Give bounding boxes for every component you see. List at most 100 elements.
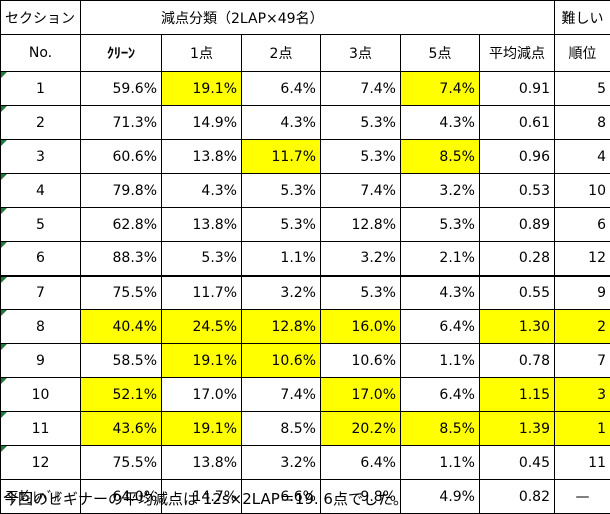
p5-cell: 4.3% bbox=[401, 106, 480, 140]
rank-cell: 6 bbox=[555, 208, 610, 242]
p2-cell: 6.4% bbox=[242, 72, 321, 106]
p3-cell: 6.4% bbox=[321, 446, 401, 480]
table-row: 8 40.4% 24.5% 12.8% 16.0% 6.4% 1.30 2 bbox=[1, 310, 610, 344]
p1-cell: 19.1% bbox=[162, 72, 242, 106]
p1-cell: 13.8% bbox=[162, 446, 242, 480]
rank-cell: 8 bbox=[555, 106, 610, 140]
rank-cell: 5 bbox=[555, 72, 610, 106]
p5-cell: 8.5% bbox=[401, 140, 480, 174]
p5-cell: 1.1% bbox=[401, 344, 480, 378]
p3-cell: 7.4% bbox=[321, 174, 401, 208]
p1-cell: 4.3% bbox=[162, 174, 242, 208]
p5-cell: 8.5% bbox=[401, 412, 480, 446]
p1-header: 1点 bbox=[162, 35, 242, 72]
p3-cell: 5.3% bbox=[321, 140, 401, 174]
avg-cell: 0.45 bbox=[480, 446, 555, 480]
table-row: 7 75.5% 11.7% 3.2% 5.3% 4.3% 0.55 9 bbox=[1, 276, 610, 310]
p1-cell: 17.0% bbox=[162, 378, 242, 412]
clean-cell: 43.6% bbox=[81, 412, 162, 446]
p5-cell: 7.4% bbox=[401, 72, 480, 106]
table-row: 4 79.8% 4.3% 5.3% 7.4% 3.2% 0.53 10 bbox=[1, 174, 610, 208]
rank-cell: 10 bbox=[555, 174, 610, 208]
rank-cell: 2 bbox=[555, 310, 610, 344]
p1-cell: 24.5% bbox=[162, 310, 242, 344]
p5-cell: 4.3% bbox=[401, 276, 480, 310]
row-no: 3 bbox=[1, 140, 81, 174]
table-row: 2 71.3% 14.9% 4.3% 5.3% 4.3% 0.61 8 bbox=[1, 106, 610, 140]
p2-cell: 11.7% bbox=[242, 140, 321, 174]
row-no: 1 bbox=[1, 72, 81, 106]
avg-cell: 1.30 bbox=[480, 310, 555, 344]
row-no: 11 bbox=[1, 412, 81, 446]
p1-cell: 19.1% bbox=[162, 412, 242, 446]
p1-cell: 13.8% bbox=[162, 208, 242, 242]
rank-cell: 3 bbox=[555, 378, 610, 412]
p2-cell: 4.3% bbox=[242, 106, 321, 140]
table-row: 10 52.1% 17.0% 7.4% 17.0% 6.4% 1.15 3 bbox=[1, 378, 610, 412]
p5-cell: 3.2% bbox=[401, 174, 480, 208]
p3-header: 3点 bbox=[321, 35, 401, 72]
row-no: 4 bbox=[1, 174, 81, 208]
clean-cell: 59.6% bbox=[81, 72, 162, 106]
p3-cell: 10.6% bbox=[321, 344, 401, 378]
row-no: 6 bbox=[1, 242, 81, 276]
p3-cell: 3.2% bbox=[321, 242, 401, 276]
clean-cell: 75.5% bbox=[81, 446, 162, 480]
group-header: 減点分類（2LAP×49名） bbox=[81, 1, 555, 35]
rank-cell: 7 bbox=[555, 344, 610, 378]
row-no: 7 bbox=[1, 276, 81, 310]
p1-cell: 19.1% bbox=[162, 344, 242, 378]
clean-cell: 60.6% bbox=[81, 140, 162, 174]
rank-cell: 9 bbox=[555, 276, 610, 310]
row-no: 9 bbox=[1, 344, 81, 378]
p5-cell: 5.3% bbox=[401, 208, 480, 242]
avg-cell: 0.78 bbox=[480, 344, 555, 378]
p5-cell: 6.4% bbox=[401, 378, 480, 412]
rank-header: 順位 bbox=[555, 35, 610, 72]
row-no: 2 bbox=[1, 106, 81, 140]
p3-cell: 12.8% bbox=[321, 208, 401, 242]
rank-cell: 11 bbox=[555, 446, 610, 480]
footer-note: 今回のビギナーの平均減点は 12s×2LAP＝19. 6点でした。 bbox=[0, 486, 610, 513]
p1-cell: 13.8% bbox=[162, 140, 242, 174]
p5-cell: 6.4% bbox=[401, 310, 480, 344]
clean-cell: 79.8% bbox=[81, 174, 162, 208]
p2-cell: 3.2% bbox=[242, 276, 321, 310]
p5-cell: 2.1% bbox=[401, 242, 480, 276]
p3-cell: 5.3% bbox=[321, 106, 401, 140]
p3-cell: 7.4% bbox=[321, 72, 401, 106]
row-no: 12 bbox=[1, 446, 81, 480]
difficulty-header: 難しい bbox=[555, 1, 610, 35]
avg-cell: 0.53 bbox=[480, 174, 555, 208]
p2-cell: 7.4% bbox=[242, 378, 321, 412]
rank-cell: 4 bbox=[555, 140, 610, 174]
avg-cell: 0.61 bbox=[480, 106, 555, 140]
avg-header: 平均減点 bbox=[480, 35, 555, 72]
row-no: 8 bbox=[1, 310, 81, 344]
p2-header: 2点 bbox=[242, 35, 321, 72]
avg-cell: 0.55 bbox=[480, 276, 555, 310]
avg-cell: 1.15 bbox=[480, 378, 555, 412]
clean-cell: 88.3% bbox=[81, 242, 162, 276]
rank-cell: 1 bbox=[555, 412, 610, 446]
p3-cell: 17.0% bbox=[321, 378, 401, 412]
table-row: 3 60.6% 13.8% 11.7% 5.3% 8.5% 0.96 4 bbox=[1, 140, 610, 174]
section-header: セクション bbox=[1, 1, 81, 35]
clean-cell: 71.3% bbox=[81, 106, 162, 140]
avg-cell: 0.96 bbox=[480, 140, 555, 174]
clean-cell: 62.8% bbox=[81, 208, 162, 242]
p1-cell: 5.3% bbox=[162, 242, 242, 276]
p2-cell: 10.6% bbox=[242, 344, 321, 378]
header-row-1: セクション 減点分類（2LAP×49名） 難しい bbox=[1, 1, 610, 35]
p3-cell: 16.0% bbox=[321, 310, 401, 344]
row-no: 10 bbox=[1, 378, 81, 412]
avg-cell: 0.89 bbox=[480, 208, 555, 242]
table-row: 11 43.6% 19.1% 8.5% 20.2% 8.5% 1.39 1 bbox=[1, 412, 610, 446]
table-row: 5 62.8% 13.8% 5.3% 12.8% 5.3% 0.89 6 bbox=[1, 208, 610, 242]
p2-cell: 5.3% bbox=[242, 208, 321, 242]
p5-cell: 1.1% bbox=[401, 446, 480, 480]
avg-cell: 0.28 bbox=[480, 242, 555, 276]
p2-cell: 3.2% bbox=[242, 446, 321, 480]
p2-cell: 5.3% bbox=[242, 174, 321, 208]
